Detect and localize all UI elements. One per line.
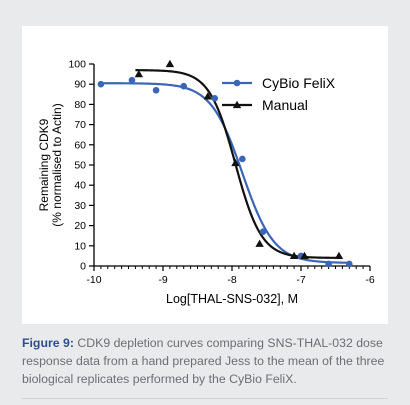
data-point-manual	[165, 59, 175, 68]
data-point-cybio-felix	[325, 260, 332, 268]
y-tick-label: 20	[74, 220, 86, 232]
x-tick-label: -10	[86, 274, 101, 286]
fit-curve-cybio-felix	[100, 82, 350, 264]
data-point-manual	[289, 251, 299, 260]
legend-marker-cybio-felix	[233, 79, 241, 87]
data-point-manual	[300, 251, 309, 260]
caption-label: Figure 9:	[22, 336, 74, 350]
y-tick-label: 40	[74, 180, 86, 192]
fit-curves	[100, 69, 350, 264]
data-point-manual	[203, 92, 213, 100]
axes: 0 10 20 30 40 50 60 70 80 90 100 -10 -9 -8 -7 -6 Log[THA…	[37, 59, 375, 307]
data-point-cybio-felix	[239, 155, 246, 163]
x-tick-label: -6	[365, 274, 374, 286]
y-tick-label: 30	[74, 200, 86, 212]
data-point-cybio-felix	[128, 76, 136, 84]
data-points	[97, 59, 353, 268]
y-tick-label: 90	[74, 79, 86, 91]
y-axis-label: (% normalised to Actin)	[50, 103, 64, 226]
y-tick-label: 60	[74, 139, 86, 151]
y-tick-label: 70	[74, 119, 86, 131]
y-tick-label: 0	[80, 261, 86, 273]
y-tick-label: 10	[74, 240, 86, 252]
data-point-cybio-felix	[211, 95, 219, 102]
data-point-manual	[255, 239, 264, 247]
legend-label-manual: Manual	[262, 97, 308, 113]
dose-response-chart: 0 10 20 30 40 50 60 70 80 90 100 -10 -9 -8 -7 -6 Log[THA…	[37, 59, 375, 307]
legend: CyBio FeliX Manual	[222, 75, 336, 113]
legend-marker-manual	[232, 100, 242, 109]
data-point-manual	[334, 251, 344, 260]
data-point-cybio-felix	[97, 80, 105, 88]
caption-text: CDK9 depletion curves comparing SNS-THAL…	[22, 336, 385, 386]
data-point-cybio-felix	[180, 82, 187, 90]
data-point-cybio-felix	[259, 228, 267, 235]
chart-card: 0 10 20 30 40 50 60 70 80 90 100 -10 -9 -8 -7 -6 Log[THA…	[22, 26, 388, 324]
data-point-cybio-felix	[346, 260, 353, 268]
data-point-manual	[134, 69, 144, 78]
x-tick-label: -7	[296, 274, 305, 286]
y-tick-label: 50	[74, 160, 86, 172]
y-tick-label: 100	[68, 59, 86, 71]
x-tick-label: -9	[158, 274, 167, 286]
figure-caption: Figure 9: CDK9 depletion curves comparin…	[22, 334, 392, 388]
x-tick-label: -8	[227, 274, 236, 286]
y-axis-label: Remaining CDK9	[37, 118, 51, 211]
legend-label-cybio-felix: CyBio FeliX	[262, 75, 336, 91]
divider	[22, 398, 388, 399]
y-tick-label: 80	[74, 99, 86, 111]
data-point-cybio-felix	[152, 86, 160, 94]
x-axis-label: Log[THAL-SNS-032], M	[166, 292, 298, 306]
data-point-manual	[231, 158, 240, 167]
